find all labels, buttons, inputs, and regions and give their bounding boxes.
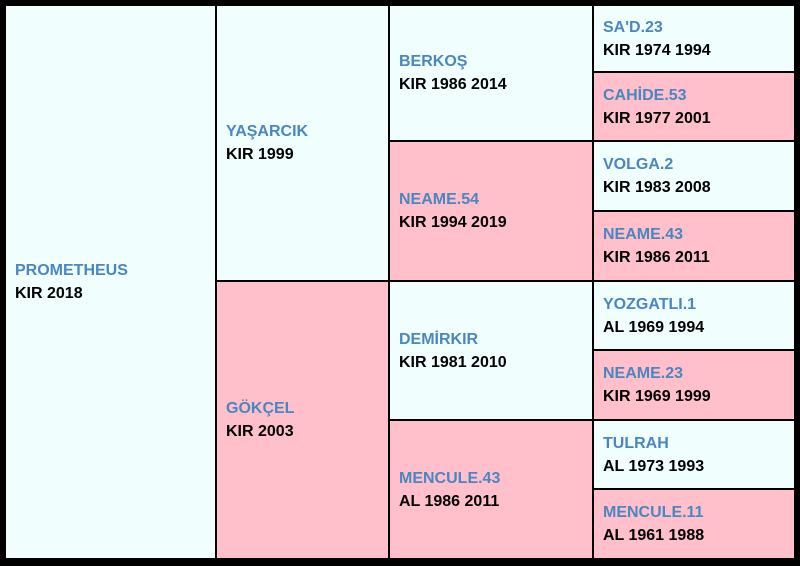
- horse-name[interactable]: NEAME.43: [603, 226, 684, 243]
- horse-name[interactable]: PROMETHEUS: [15, 262, 128, 279]
- horse-info: KIR 1986 2011: [603, 249, 710, 266]
- pedigree-great-grandparent[interactable]: SA'D.23 KIR 1974 1994: [594, 6, 794, 71]
- horse-info: AL 1961 1988: [603, 527, 705, 544]
- horse-name[interactable]: VOLGA.2: [603, 156, 674, 173]
- horse-name[interactable]: SA'D.23: [603, 18, 663, 36]
- horse-name[interactable]: MENCULE.43: [399, 469, 501, 487]
- pedigree-great-grandparent[interactable]: CAHİDE.53 KIR 1977 2001: [594, 73, 794, 140]
- horse-name[interactable]: YAŞARCIK: [226, 123, 309, 140]
- horse-info: KIR 1974 1994: [603, 41, 711, 59]
- pedigree-sire-sire[interactable]: BERKOŞ KIR 1986 2014: [390, 6, 592, 140]
- pedigree-great-grandparent[interactable]: NEAME.43 KIR 1986 2011: [594, 212, 794, 280]
- horse-info: KIR 1969 1999: [603, 388, 711, 405]
- horse-info: KIR 1986 2014: [399, 76, 507, 93]
- horse-name[interactable]: NEAME.54: [399, 191, 480, 208]
- horse-info: KIR 1977 2001: [603, 109, 711, 127]
- horse-info: AL 1973 1993: [603, 457, 705, 475]
- pedigree-sire-dam[interactable]: NEAME.54 KIR 1994 2019: [390, 142, 592, 280]
- horse-name[interactable]: TULRAH: [603, 434, 669, 452]
- pedigree-great-grandparent[interactable]: NEAME.23 KIR 1969 1999: [594, 351, 794, 419]
- pedigree-dam-dam[interactable]: MENCULE.43 AL 1986 2011: [390, 421, 592, 558]
- horse-name[interactable]: MENCULE.11: [603, 504, 704, 521]
- pedigree-subject[interactable]: PROMETHEUS KIR 2018: [6, 6, 215, 558]
- pedigree-great-grandparent[interactable]: VOLGA.2 KIR 1983 2008: [594, 142, 794, 210]
- horse-info: KIR 1981 2010: [399, 353, 507, 371]
- horse-info: KIR 2003: [226, 423, 294, 440]
- horse-name[interactable]: NEAME.23: [603, 365, 684, 382]
- pedigree-great-grandparent[interactable]: YOZGATLI.1 AL 1969 1994: [594, 282, 794, 349]
- horse-name[interactable]: GÖKÇEL: [226, 400, 295, 417]
- horse-name[interactable]: YOZGATLI.1: [603, 295, 697, 313]
- horse-name[interactable]: DEMİRKIR: [399, 330, 479, 348]
- horse-info: KIR 1983 2008: [603, 179, 711, 196]
- horse-name[interactable]: BERKOŞ: [399, 53, 468, 70]
- pedigree-great-grandparent[interactable]: MENCULE.11 AL 1961 1988: [594, 490, 794, 558]
- pedigree-sire[interactable]: YAŞARCIK KIR 1999: [217, 6, 388, 280]
- horse-info: KIR 1999: [226, 146, 294, 163]
- pedigree-great-grandparent[interactable]: TULRAH AL 1973 1993: [594, 421, 794, 488]
- horse-info: KIR 2018: [15, 285, 83, 302]
- horse-name[interactable]: CAHİDE.53: [603, 86, 687, 104]
- pedigree-dam-sire[interactable]: DEMİRKIR KIR 1981 2010: [390, 282, 592, 419]
- horse-info: AL 1969 1994: [603, 318, 705, 336]
- horse-info: AL 1986 2011: [399, 492, 500, 510]
- horse-info: KIR 1994 2019: [399, 214, 507, 231]
- pedigree-dam[interactable]: GÖKÇEL KIR 2003: [217, 282, 388, 558]
